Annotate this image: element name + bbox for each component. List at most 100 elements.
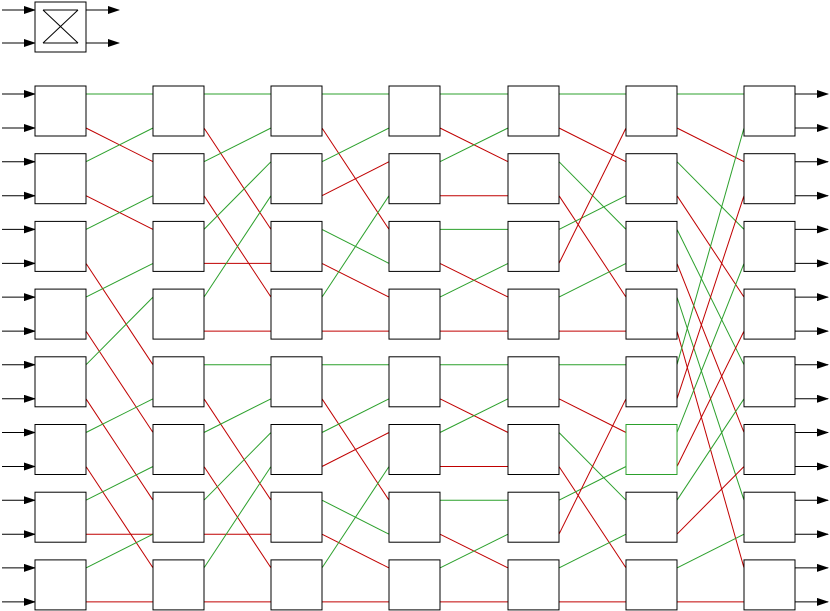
red-link — [676, 195, 745, 399]
switch-box — [34, 85, 87, 137]
green-link — [558, 195, 627, 230]
switch-box — [507, 424, 560, 475]
green-link — [676, 398, 745, 501]
green-link — [203, 398, 272, 433]
green-link — [321, 466, 390, 569]
green-link — [85, 195, 154, 230]
switch-box — [152, 220, 205, 272]
switch-box — [625, 356, 678, 408]
switch-box — [507, 85, 560, 137]
switch-box — [743, 220, 796, 272]
green-link — [85, 398, 154, 433]
switch-box — [152, 288, 205, 340]
green-link — [203, 161, 272, 230]
switch-box — [152, 153, 205, 205]
highlighted-switch-box — [625, 424, 678, 475]
switch-box — [625, 85, 678, 137]
switch-box — [270, 288, 323, 340]
red-link — [85, 263, 154, 366]
switch-box — [743, 491, 796, 543]
red-link — [558, 398, 627, 433]
switch-box — [270, 356, 323, 408]
green-link — [558, 466, 627, 501]
switch-box — [270, 559, 323, 611]
green-link — [85, 127, 154, 163]
red-link — [85, 398, 154, 501]
red-link — [558, 466, 627, 569]
switch-box — [625, 153, 678, 205]
switch-box — [388, 153, 441, 205]
green-link — [203, 127, 272, 163]
switch-box — [34, 356, 87, 408]
green-link — [676, 533, 745, 569]
switch-box — [34, 153, 87, 205]
switch-box — [507, 356, 560, 408]
switch-box — [388, 559, 441, 611]
green-link — [321, 195, 390, 298]
red-link — [558, 127, 627, 163]
switch-box — [270, 220, 323, 272]
switch-box — [507, 288, 560, 340]
green-link — [85, 296, 154, 366]
switch-box — [743, 153, 796, 205]
switch-box — [270, 491, 323, 543]
switch-box — [152, 424, 205, 475]
red-link — [85, 466, 154, 569]
switch-box — [152, 491, 205, 543]
green-link — [439, 127, 509, 163]
switch-box — [625, 220, 678, 272]
red-link — [558, 398, 627, 535]
switch-box — [388, 220, 441, 272]
green-link — [676, 263, 745, 433]
switch-legend — [2, 1, 120, 53]
crossbar-switch-icon — [42, 9, 79, 44]
switch-box — [743, 356, 796, 408]
switch-box — [388, 424, 441, 475]
green-link — [676, 161, 745, 230]
switch-box — [743, 424, 796, 475]
green-link — [558, 533, 627, 569]
switch-box — [507, 559, 560, 611]
switch-box — [152, 356, 205, 408]
switch-box — [507, 153, 560, 205]
red-link — [203, 127, 272, 230]
red-link — [321, 161, 390, 197]
switch-box — [388, 85, 441, 137]
switch-box — [152, 559, 205, 611]
green-link — [203, 466, 272, 569]
switch-box — [388, 288, 441, 340]
switch-box — [625, 491, 678, 543]
interstage-links — [85, 93, 745, 603]
switch-box — [507, 491, 560, 543]
red-link — [676, 466, 745, 535]
switch-box — [507, 220, 560, 272]
green-link — [203, 195, 272, 298]
switch-box — [34, 424, 87, 475]
red-link — [321, 262, 390, 298]
switch-box — [743, 85, 796, 137]
switch-box — [152, 85, 205, 137]
switch-box — [625, 559, 678, 611]
green-link — [439, 398, 509, 433]
green-link — [85, 466, 154, 501]
green-link — [85, 533, 154, 569]
green-link — [321, 127, 390, 163]
switch-box — [743, 288, 796, 340]
switch-box — [388, 491, 441, 543]
network-io-arrows — [2, 90, 829, 606]
red-link — [676, 127, 745, 163]
switch-box — [270, 153, 323, 205]
switch-box — [388, 356, 441, 408]
red-link — [321, 432, 390, 467]
green-link — [676, 127, 745, 365]
red-link — [85, 330, 154, 433]
red-link — [676, 330, 745, 467]
switch-box — [34, 491, 87, 543]
switch-box — [743, 559, 796, 611]
green-link — [439, 262, 509, 298]
red-link — [558, 127, 627, 264]
red-link — [321, 533, 390, 569]
switch-box — [34, 220, 87, 272]
green-link — [203, 432, 272, 501]
red-link — [558, 195, 627, 298]
